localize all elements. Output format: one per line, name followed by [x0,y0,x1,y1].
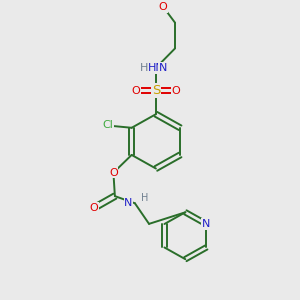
Text: H: H [140,63,148,73]
Text: N: N [159,63,167,73]
Text: Cl: Cl [102,121,113,130]
Text: O: O [109,168,118,178]
Text: O: O [131,86,140,96]
Text: O: O [159,2,168,12]
Text: HN: HN [148,63,164,73]
Text: S: S [152,84,160,97]
Text: N: N [202,219,210,229]
Text: O: O [89,203,98,213]
Text: O: O [172,86,180,96]
Text: H: H [141,193,149,203]
Text: N: N [124,198,133,208]
